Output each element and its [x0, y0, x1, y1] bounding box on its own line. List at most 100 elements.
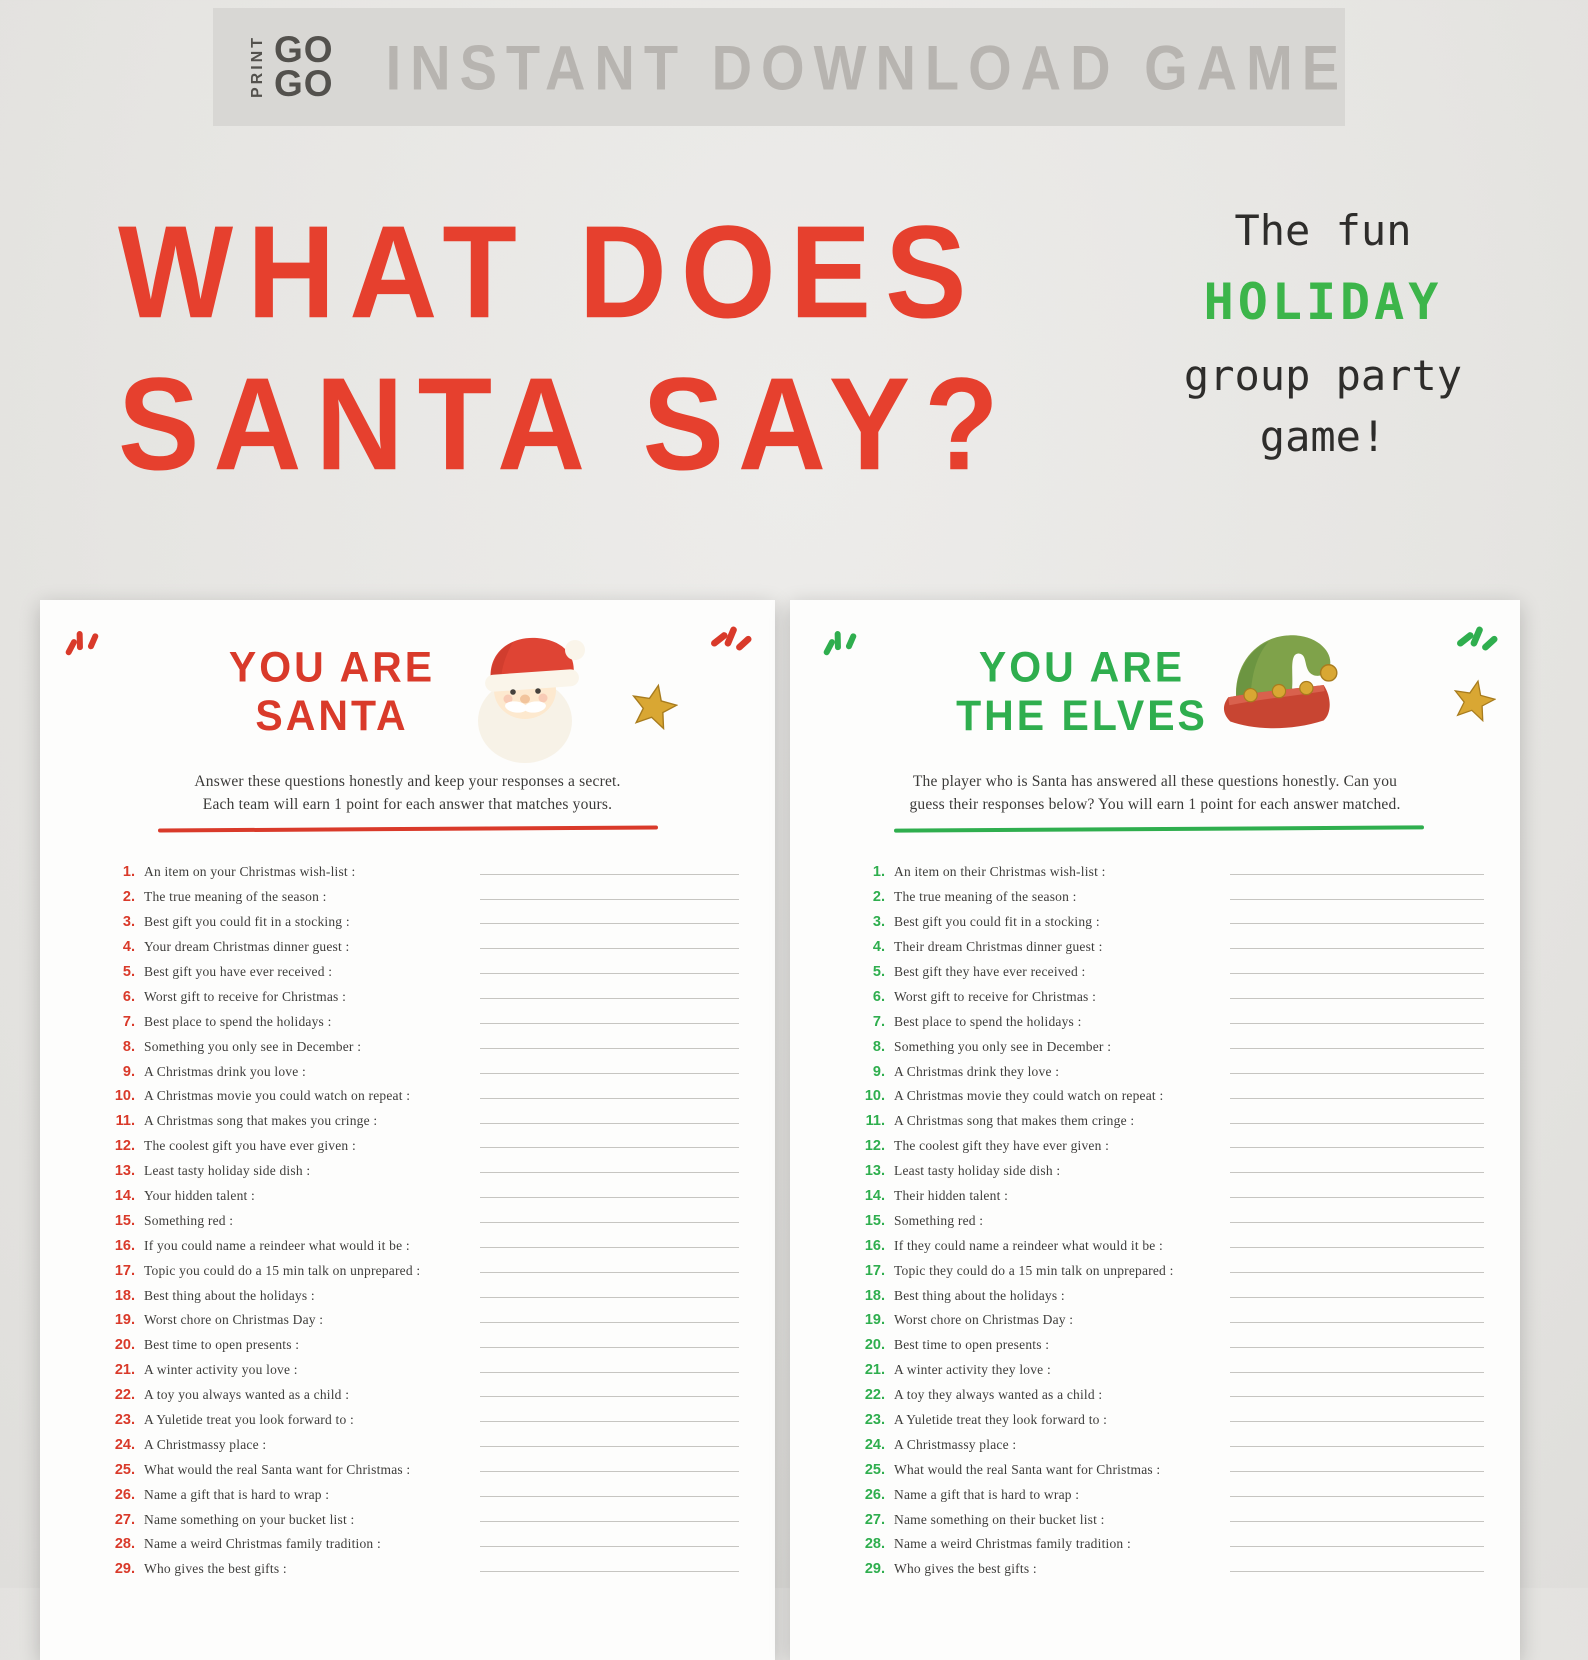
question-text: What would the real Santa want for Chris… — [894, 1461, 1161, 1477]
question-text: Topic they could do a 15 min talk on unp… — [894, 1262, 1174, 1278]
question-text: Best gift you could fit in a stocking : — [144, 914, 350, 930]
answer-line — [1230, 1222, 1484, 1224]
question-text: A Christmas song that makes you cringe : — [144, 1113, 378, 1129]
answer-line — [480, 1296, 739, 1298]
question-number: 11. — [865, 1113, 885, 1130]
question-text: Worst gift to receive for Christmas : — [894, 988, 1097, 1004]
question-list: 1. An item on your Christmas wish-list : 2… — [40, 860, 775, 1582]
question-number: 25. — [114, 1461, 135, 1478]
question-row: 1. An item on their Christmas wish-list : — [790, 860, 1520, 885]
answer-line — [1230, 873, 1484, 875]
answer-line — [1230, 998, 1484, 1000]
answer-line — [480, 1570, 739, 1572]
answer-line — [480, 1371, 739, 1373]
answer-line — [1230, 1047, 1484, 1049]
answer-line — [1230, 923, 1484, 925]
question-row: 22. A toy they always wanted as a child : — [790, 1383, 1520, 1408]
question-text: Their dream Christmas dinner guest : — [894, 939, 1103, 955]
logo-go-top: GO — [274, 28, 334, 70]
question-number: 11. — [115, 1113, 135, 1130]
answer-line — [480, 1495, 739, 1497]
question-number: 1. — [122, 864, 135, 881]
question-number: 15. — [114, 1212, 135, 1229]
question-number: 21. — [114, 1362, 135, 1379]
question-row: 4. Their dream Christmas dinner guest : — [790, 935, 1520, 960]
question-row: 6. Worst gift to receive for Christmas : — [790, 984, 1520, 1009]
tagline-line3: group party — [1183, 351, 1463, 400]
question-row: 13. Least tasty holiday side dish : — [40, 1159, 775, 1184]
answer-line — [1230, 1421, 1484, 1423]
answer-line — [1230, 1097, 1484, 1099]
question-number: 16. — [114, 1237, 135, 1254]
question-text: Name a gift that is hard to wrap : — [894, 1486, 1080, 1502]
star-icon — [631, 683, 678, 730]
question-text: Best gift they have ever received : — [894, 964, 1086, 979]
question-number: 1. — [872, 864, 885, 881]
question-row: 3. Best gift you could fit in a stocking … — [40, 910, 775, 935]
question-number: 4. — [872, 939, 885, 956]
question-row: 1. An item on your Christmas wish-list : — [40, 860, 775, 885]
question-row: 26. Name a gift that is hard to wrap : — [40, 1482, 775, 1507]
main-title-line2: SANTA SAY? — [118, 350, 1013, 498]
question-row: 16. If you could name a reindeer what wou… — [40, 1233, 775, 1258]
answer-line — [1230, 973, 1484, 975]
question-text: Best gift you could fit in a stocking : — [894, 914, 1100, 930]
answer-line — [1230, 1471, 1484, 1473]
answer-line — [480, 1197, 739, 1199]
question-number: 2. — [122, 889, 135, 906]
answer-line — [1230, 948, 1484, 950]
question-row: 7. Best place to spend the holidays : — [40, 1009, 775, 1034]
logo-go-bottom: GO — [274, 63, 334, 104]
question-text: A toy you always wanted as a child : — [144, 1387, 350, 1403]
question-text: The true meaning of the season : — [894, 889, 1077, 905]
question-text: A Yuletide treat they look forward to : — [894, 1412, 1108, 1428]
tagline-line4: game! — [1259, 412, 1387, 461]
page-title-line1: YOU ARE — [978, 642, 1186, 691]
question-number: 22. — [864, 1387, 885, 1404]
answer-line — [1230, 1321, 1484, 1323]
question-text: Best gift you have ever received : — [144, 964, 333, 979]
answer-line — [480, 1471, 739, 1473]
question-number: 28. — [864, 1536, 885, 1553]
question-text: Name something on your bucket list : — [144, 1511, 355, 1527]
question-number: 6. — [122, 988, 135, 1005]
question-text: A Christmassy place : — [894, 1436, 1017, 1452]
question-number: 24. — [114, 1436, 135, 1453]
question-row: 26. Name a gift that is hard to wrap : — [790, 1482, 1520, 1507]
question-text: Topic you could do a 15 min talk on unpr… — [144, 1262, 421, 1278]
question-row: 12. The coolest gift they have ever given… — [790, 1134, 1520, 1159]
sparkle-icon — [823, 631, 857, 656]
answer-line — [1230, 898, 1484, 900]
question-number: 27. — [864, 1511, 885, 1528]
answer-line — [1230, 1172, 1484, 1174]
instructions-line1: Answer these questions honestly and keep… — [194, 773, 621, 790]
answer-line — [480, 1421, 739, 1423]
answer-line — [480, 898, 739, 900]
question-number: 14. — [864, 1188, 885, 1205]
answer-line — [1230, 1023, 1484, 1025]
instructions: Answer these questions honestly and keep… — [74, 770, 741, 817]
question-number: 3. — [872, 914, 885, 931]
answer-line — [1230, 1570, 1484, 1572]
question-number: 8. — [872, 1038, 885, 1055]
question-text: Best thing about the holidays : — [894, 1287, 1065, 1303]
question-number: 17. — [864, 1262, 885, 1279]
question-number: 13. — [114, 1163, 135, 1180]
instructions-line2: Each team will earn 1 point for each ans… — [202, 796, 613, 814]
answer-line — [1230, 1495, 1484, 1497]
question-number: 24. — [864, 1436, 885, 1453]
answer-line — [480, 1097, 739, 1099]
page-title: YOU ARE SANTA — [132, 642, 532, 740]
question-text: Name a weird Christmas family tradition … — [894, 1536, 1131, 1552]
page-title-line1: YOU ARE — [228, 642, 436, 691]
question-row: 28. Name a weird Christmas family traditi… — [790, 1532, 1520, 1557]
answer-line — [480, 1271, 739, 1273]
worksheet-elves: YOU ARE THE ELVES The player who is Sant… — [790, 600, 1520, 1660]
answer-line — [480, 1346, 739, 1348]
question-number: 12. — [864, 1138, 885, 1155]
question-text: A winter activity they love : — [894, 1362, 1051, 1378]
question-number: 14. — [114, 1188, 135, 1205]
question-text: Least tasty holiday side dish : — [144, 1163, 311, 1179]
question-row: 25. What would the real Santa want for Ch… — [790, 1457, 1520, 1482]
answer-line — [1230, 1122, 1484, 1124]
